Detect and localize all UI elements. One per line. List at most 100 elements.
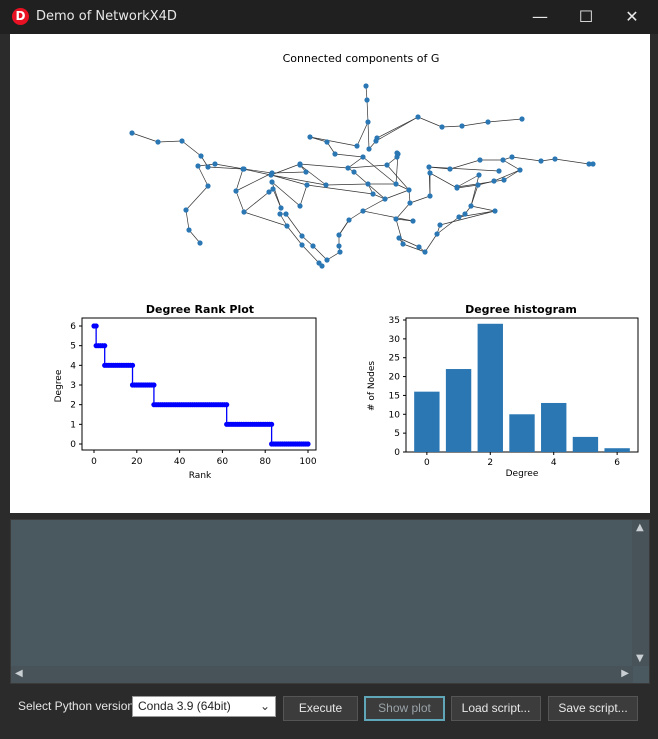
degree-histogram: Degree histogram Degree # of Nodes 0 2 4 6 0… <box>367 303 639 479</box>
minimize-button[interactable]: — <box>532 7 548 26</box>
graph-node <box>364 97 370 103</box>
graph-node <box>297 203 303 209</box>
network-graph <box>129 83 596 269</box>
control-bar: Select Python version : Conda 3.9 (64bit… <box>0 686 658 739</box>
load-script-button[interactable]: Load script... <box>451 696 541 721</box>
graph-edge <box>503 169 521 181</box>
graph-node <box>370 191 376 197</box>
graph-node <box>155 139 161 145</box>
graph-edge <box>185 185 209 211</box>
graph-node <box>366 146 372 152</box>
graph-node <box>462 211 468 217</box>
graph-node <box>266 189 272 195</box>
graph-edge <box>270 174 327 186</box>
graph-edge <box>197 165 209 187</box>
histogram-bar <box>414 391 440 452</box>
graph-node <box>269 170 275 176</box>
save-script-button[interactable]: Save script... <box>548 696 638 721</box>
graph-edge <box>299 163 349 169</box>
graph-edge <box>270 163 301 176</box>
graph-node <box>183 207 189 213</box>
rank-point <box>269 421 275 427</box>
graph-edge <box>348 210 364 221</box>
show-plot-button[interactable]: Show plot <box>364 696 445 721</box>
scroll-left-icon[interactable]: ◀ <box>15 668 23 679</box>
maximize-button[interactable]: ☐ <box>578 7 594 26</box>
graph-edge <box>417 116 443 128</box>
graph-node <box>233 188 239 194</box>
horizontal-scrollbar[interactable]: ◀ ▶ <box>11 666 633 683</box>
rank-xtick-label: 0 <box>91 457 97 467</box>
histogram-ytick-label: 20 <box>389 373 401 383</box>
graph-node <box>468 203 474 209</box>
rank-point <box>305 441 311 447</box>
graph-node <box>374 135 380 141</box>
graph-node <box>198 153 204 159</box>
graph-node <box>422 249 428 255</box>
graph-node <box>270 186 276 192</box>
graph-edge <box>554 158 590 165</box>
graph-node <box>439 124 445 130</box>
graph-edge <box>286 225 303 246</box>
graph-node <box>319 263 325 269</box>
graph-edge <box>449 159 481 170</box>
graph-node <box>454 184 460 190</box>
graph-node <box>179 138 185 144</box>
rank-point <box>129 362 136 368</box>
graph-node <box>304 182 310 188</box>
graph-node <box>395 151 401 157</box>
title-bar: D Demo of NetworkX4D — ☐ ✕ <box>0 0 658 34</box>
graph-node <box>396 235 402 241</box>
graph-edge <box>424 233 438 253</box>
graph-edge <box>439 210 496 226</box>
graph-node <box>336 232 342 238</box>
graph-edge <box>395 218 404 245</box>
window-title: Demo of NetworkX4D <box>36 9 177 24</box>
graph-edge <box>235 168 244 192</box>
rank-xtick-label: 80 <box>259 457 271 467</box>
histogram-bar <box>541 402 567 452</box>
rank-xlabel: Rank <box>189 471 212 481</box>
rank-xtick-label: 40 <box>174 457 186 467</box>
graph-edge <box>243 211 288 227</box>
python-version-select[interactable]: Conda 3.9 (64bit) ⌄ <box>132 696 276 717</box>
graph-node <box>299 242 305 248</box>
vertical-scrollbar[interactable]: ▲ ▼ <box>632 520 649 666</box>
histogram-ytick-label: 35 <box>389 316 400 326</box>
graph-node <box>205 183 211 189</box>
graph-edge <box>214 163 245 170</box>
graph-node <box>437 222 443 228</box>
graph-edge <box>429 172 458 189</box>
graph-node <box>410 218 416 224</box>
graph-node <box>496 168 502 174</box>
graph-edge <box>306 184 374 195</box>
graph-node <box>427 193 433 199</box>
rank-ytick-label: 4 <box>70 361 76 371</box>
graph-edge <box>362 210 414 222</box>
graph-edge <box>384 189 410 200</box>
graph-node <box>416 244 422 250</box>
execute-button[interactable]: Execute <box>283 696 358 721</box>
histogram-xtick-label: 2 <box>487 458 493 468</box>
graph-node <box>586 161 592 167</box>
rank-ytick-label: 1 <box>70 420 76 430</box>
graph-node <box>415 114 421 120</box>
output-console[interactable]: ▲ ▼ ◀ ▶ <box>10 519 650 684</box>
graph-node <box>509 154 515 160</box>
histogram-bar <box>445 369 472 452</box>
histogram-bar <box>604 448 630 452</box>
rank-xtick-label: 60 <box>217 457 229 467</box>
graph-edge <box>436 216 460 235</box>
scroll-down-icon[interactable]: ▼ <box>636 653 644 664</box>
graph-edge <box>271 181 301 207</box>
graph-edge <box>285 213 303 237</box>
graph-edge <box>376 116 419 139</box>
rank-ytick-label: 3 <box>70 381 76 391</box>
graph-edge <box>347 156 364 169</box>
close-button[interactable]: ✕ <box>625 7 639 26</box>
figure-svg: Connected components of G Degree Rank Pl… <box>54 52 639 481</box>
scroll-up-icon[interactable]: ▲ <box>636 522 644 533</box>
graph-edge <box>375 116 419 142</box>
graph-node <box>406 187 412 193</box>
scroll-right-icon[interactable]: ▶ <box>621 668 629 679</box>
